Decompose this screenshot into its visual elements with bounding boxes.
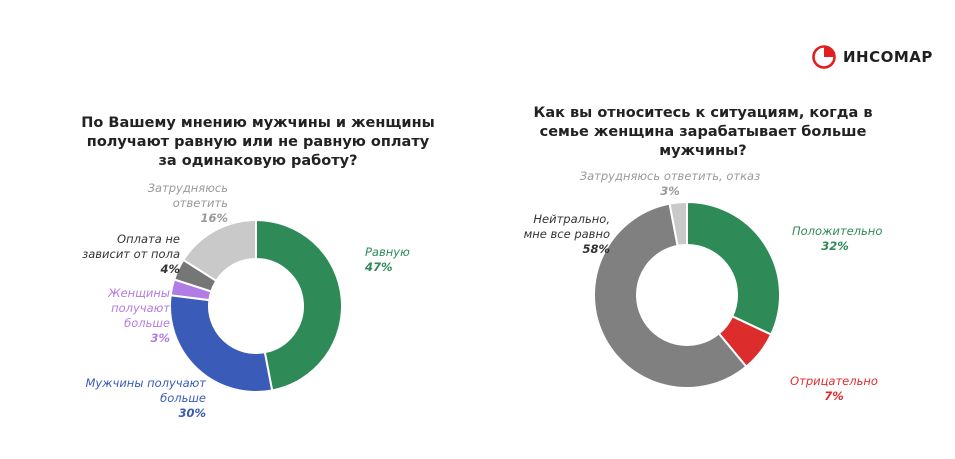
label-negative: Отрицательно 7% xyxy=(790,374,878,403)
donut-slice-0 xyxy=(255,218,343,392)
label-ravnuyu: Равную 47% xyxy=(365,245,410,274)
donut-slice-2 xyxy=(593,202,748,389)
brand-logo: ИНСОМАР xyxy=(811,44,933,70)
label-right-hard-to-say: Затрудняюсь ответить, отказ 3% xyxy=(579,169,761,198)
donut-slice-1 xyxy=(169,294,274,393)
label-positive: Положительно 32% xyxy=(792,224,883,253)
label-women-earn-more: Женщины получают больше 3% xyxy=(108,286,170,345)
label-men-earn-more: Мужчины получают больше 30% xyxy=(85,376,206,420)
brand-logo-icon xyxy=(812,45,836,69)
right-donut-chart xyxy=(593,200,781,389)
donut-slice-3 xyxy=(668,200,688,248)
brand-name: ИНСОМАР xyxy=(843,48,933,66)
label-neutral: Нейтрально, мне все равно 58% xyxy=(523,212,610,256)
left-donut-chart xyxy=(169,218,343,393)
left-chart-title: По Вашему мнению мужчины и женщины получ… xyxy=(81,115,435,169)
donut-slice-4 xyxy=(182,218,257,283)
label-gender-independent: Оплата не зависит от пола 4% xyxy=(82,232,180,276)
right-chart-title: Как вы относитесь к ситуациям, когда в с… xyxy=(533,105,873,159)
donut-slice-0 xyxy=(686,200,781,336)
label-left-hard-to-say: Затрудняюсь ответить 16% xyxy=(147,181,228,225)
